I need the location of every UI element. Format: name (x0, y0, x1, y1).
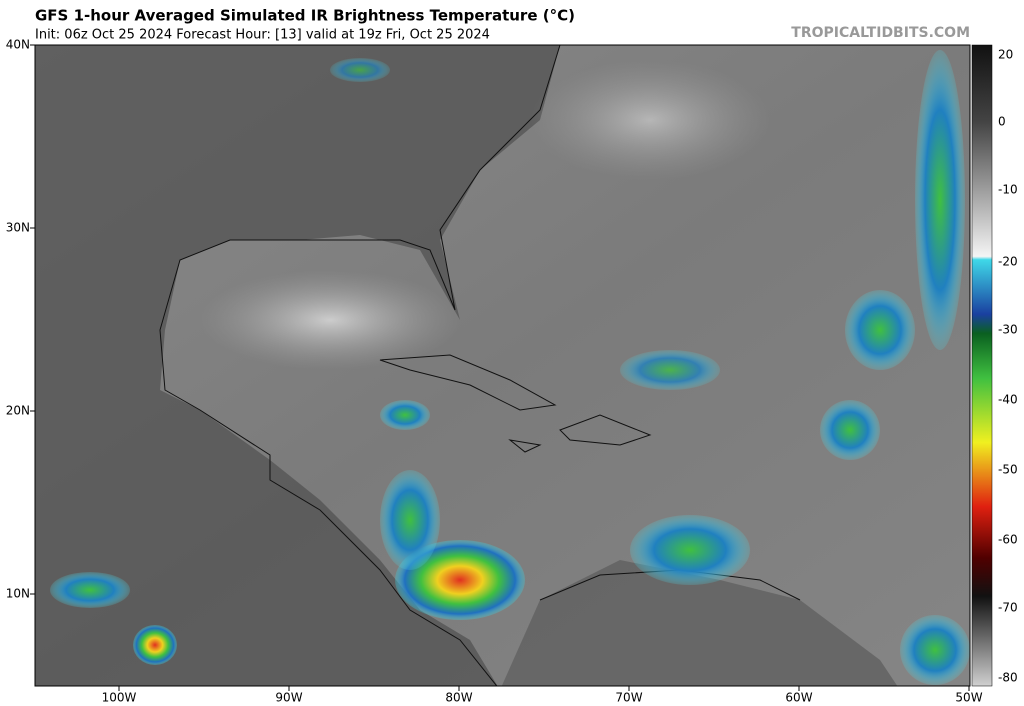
lon-label: 90W (275, 691, 302, 705)
lon-label: 50W (955, 691, 982, 705)
lat-label: 30N (6, 221, 30, 235)
colorbar-label: -30 (998, 323, 1018, 337)
watermark: TROPICALTIDBITS.COM (791, 25, 970, 41)
colorbar-label: 0 (998, 115, 1006, 129)
map (35, 45, 970, 686)
colorbar (971, 44, 993, 687)
colorbar-label: -80 (998, 671, 1018, 685)
map-frame (34, 44, 971, 687)
colorbar-label: -40 (998, 393, 1018, 407)
colorbar-label: -60 (998, 533, 1018, 547)
lon-label: 70W (615, 691, 642, 705)
lat-label: 20N (6, 404, 30, 418)
lat-label: 40N (6, 38, 30, 52)
colorbar-label: -10 (998, 183, 1018, 197)
lon-label: 80W (445, 691, 472, 705)
title: GFS 1-hour Averaged Simulated IR Brightn… (35, 7, 575, 25)
lon-label: 60W (785, 691, 812, 705)
colorbar-label: 20 (998, 48, 1013, 62)
colorbar-label: -20 (998, 255, 1018, 269)
colorbar-label: -50 (998, 463, 1018, 477)
subtitle: Init: 06z Oct 25 2024 Forecast Hour: [13… (35, 28, 490, 43)
colorbar-label: -70 (998, 601, 1018, 615)
lat-label: 10N (6, 587, 30, 601)
lon-label: 100W (102, 691, 137, 705)
